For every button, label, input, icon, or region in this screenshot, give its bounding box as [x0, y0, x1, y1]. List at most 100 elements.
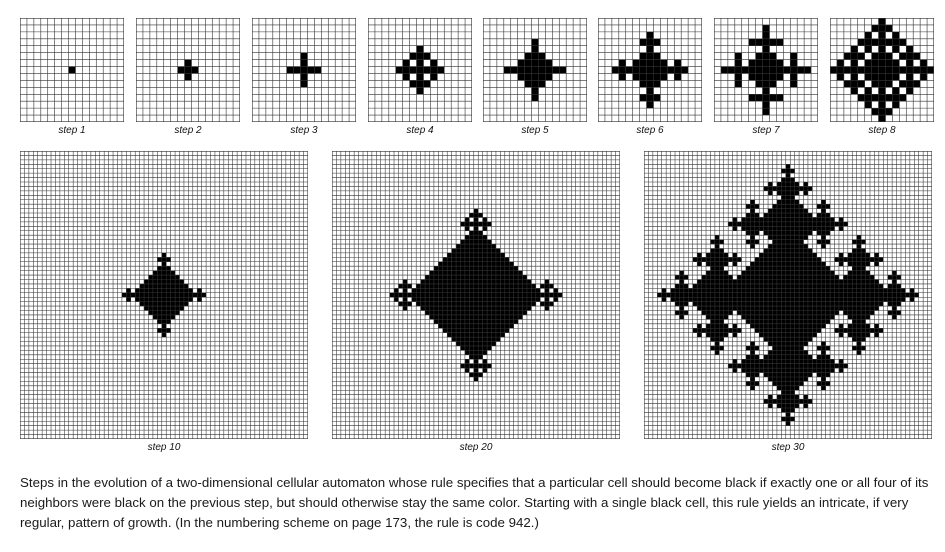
black-cell	[785, 394, 791, 400]
black-cell	[701, 301, 707, 307]
black-cell	[887, 283, 893, 289]
black-cell	[456, 328, 461, 333]
black-cell	[887, 310, 893, 315]
black-cell	[807, 292, 813, 298]
black-cell	[710, 252, 715, 258]
black-cell	[464, 239, 470, 245]
black-cell	[491, 310, 496, 315]
black-cell	[157, 257, 162, 262]
black-cell	[531, 80, 539, 88]
black-cell	[719, 292, 724, 298]
black-cell	[899, 80, 907, 88]
black-cell	[518, 310, 523, 315]
black-cell	[456, 252, 461, 258]
black-cell	[790, 66, 798, 74]
black-cell	[759, 279, 764, 284]
black-cell	[429, 306, 434, 311]
black-cell	[885, 108, 893, 116]
black-cell	[838, 226, 844, 231]
black-cell	[821, 368, 826, 373]
black-cell	[144, 288, 149, 293]
black-cell	[473, 248, 479, 253]
black-cell	[772, 270, 777, 276]
black-cell	[906, 45, 914, 53]
black-cell	[790, 310, 795, 315]
black-cell	[864, 31, 872, 39]
black-cell	[776, 292, 782, 298]
black-cell	[728, 310, 733, 315]
black-cell	[451, 292, 457, 298]
black-cell	[464, 337, 470, 342]
black-cell	[830, 306, 835, 311]
black-cell	[460, 275, 465, 280]
black-cell	[728, 279, 733, 284]
black-cell	[825, 288, 831, 293]
black-cell	[847, 310, 853, 315]
black-cell	[394, 288, 399, 293]
black-cell	[478, 266, 483, 271]
black-cell	[794, 217, 800, 222]
black-cell	[803, 310, 808, 315]
black-cell	[398, 301, 403, 307]
black-cell	[456, 292, 461, 298]
black-cell	[723, 252, 729, 258]
black-cell	[714, 314, 720, 320]
black-cell	[785, 301, 791, 307]
black-cell	[728, 301, 733, 307]
black-cell	[856, 319, 862, 324]
black-cell	[473, 345, 479, 351]
black-cell	[750, 341, 755, 347]
black-cell	[772, 363, 777, 369]
black-cell	[852, 319, 857, 324]
black-cell	[906, 73, 914, 81]
black-cell	[469, 314, 474, 320]
black-cell	[776, 230, 782, 236]
black-cell	[478, 230, 483, 236]
step-label: step 1	[58, 125, 86, 136]
black-cell	[838, 257, 844, 262]
black-cell	[864, 38, 872, 46]
black-cell	[478, 372, 483, 378]
black-cell	[697, 332, 702, 338]
black-cell	[878, 80, 886, 88]
black-cell	[487, 279, 492, 284]
black-cell	[799, 314, 804, 320]
black-cell	[750, 301, 755, 307]
black-cell	[772, 221, 777, 227]
black-cell	[803, 306, 808, 311]
black-cell	[433, 292, 439, 298]
black-cell	[847, 288, 853, 293]
black-cell	[482, 239, 488, 245]
black-cell	[447, 283, 452, 289]
black-cell	[812, 319, 817, 324]
black-cell	[799, 279, 804, 284]
black-cell	[812, 314, 817, 320]
black-cell	[157, 319, 162, 324]
black-cell	[482, 217, 488, 222]
black-cell	[847, 332, 853, 338]
black-cell	[144, 306, 149, 311]
black-cell	[473, 319, 479, 324]
black-cell	[865, 283, 871, 289]
black-cell	[161, 306, 167, 311]
black-cell	[830, 283, 835, 289]
black-cell	[487, 297, 492, 302]
black-cell	[759, 332, 764, 338]
black-cell	[883, 292, 888, 298]
black-cell	[856, 252, 862, 258]
black-cell	[447, 314, 452, 320]
black-cell	[830, 368, 835, 373]
black-cell	[781, 394, 786, 400]
black-cell	[878, 257, 884, 262]
black-cell	[723, 292, 729, 298]
black-cell	[429, 270, 434, 276]
black-cell	[478, 310, 483, 315]
black-cell	[878, 38, 886, 46]
black-cell	[762, 73, 770, 81]
black-cell	[161, 252, 167, 258]
black-cell	[821, 297, 826, 302]
black-cell	[762, 108, 770, 116]
black-cell	[714, 332, 720, 338]
black-cell	[482, 248, 488, 253]
black-cell	[473, 301, 479, 307]
